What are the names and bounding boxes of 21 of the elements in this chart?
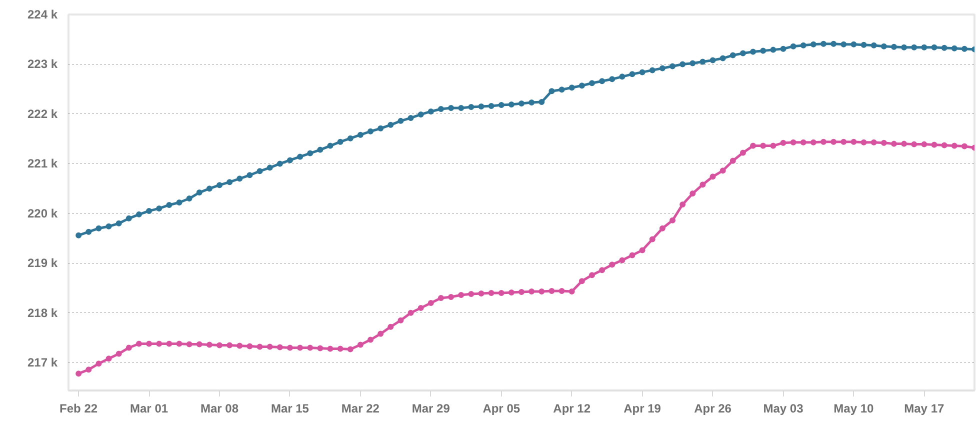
y-tick-label: 217 k bbox=[27, 356, 58, 370]
y-tick-label: 222 k bbox=[27, 106, 58, 121]
x-tick-label: May 17 bbox=[904, 402, 945, 416]
x-tick-label: May 03 bbox=[763, 402, 804, 416]
y-tick-label: 223 k bbox=[27, 57, 58, 72]
y-tick-label: 220 k bbox=[27, 206, 58, 220]
y-tick-label: 224 k bbox=[27, 8, 58, 22]
x-tick-label: Mar 08 bbox=[200, 402, 239, 416]
x-tick-label: Apr 12 bbox=[553, 402, 591, 416]
x-tick-label: Apr 26 bbox=[694, 402, 732, 416]
x-tick-label: Apr 19 bbox=[624, 402, 662, 416]
x-tick-label: Mar 29 bbox=[412, 402, 450, 416]
x-tick-label: Mar 22 bbox=[341, 402, 380, 416]
y-tick-label: 221 k bbox=[27, 156, 58, 171]
x-tick-label: May 10 bbox=[834, 402, 874, 416]
x-tick-label: Mar 01 bbox=[130, 402, 168, 416]
x-tick-label: Mar 15 bbox=[270, 402, 310, 416]
x-tick-label: Apr 05 bbox=[482, 402, 520, 416]
x-tick-label: Feb 22 bbox=[60, 402, 98, 416]
y-tick-label: 219 k bbox=[27, 256, 58, 270]
y-tick-label: 218 k bbox=[27, 306, 58, 320]
